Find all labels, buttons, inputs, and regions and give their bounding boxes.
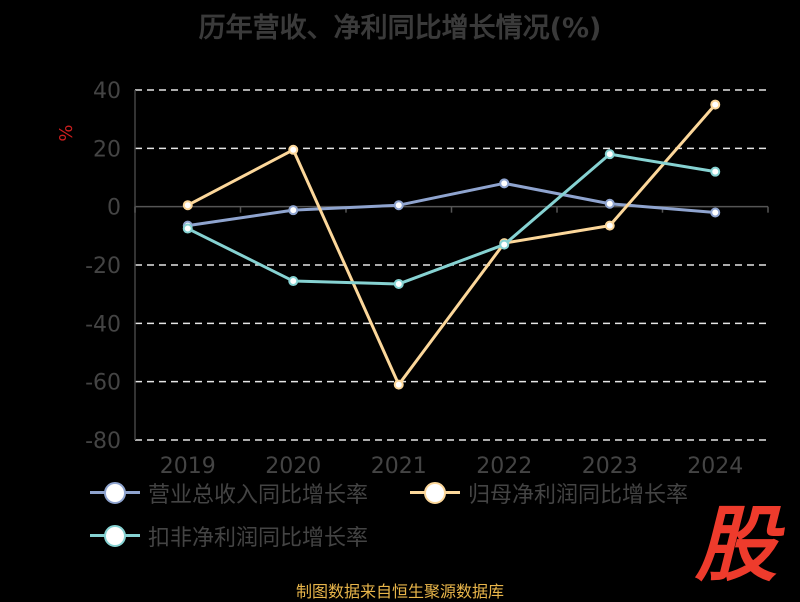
legend-item-revenue[interactable]: 营业总收入同比增长率 bbox=[90, 478, 368, 508]
x-tick-label: 2021 bbox=[371, 454, 427, 479]
series-line bbox=[187, 152, 716, 286]
y-tick-label: -20 bbox=[85, 254, 121, 279]
legend-label: 营业总收入同比增长率 bbox=[148, 483, 369, 508]
legend-swatch bbox=[410, 478, 460, 508]
series-lines bbox=[182, 99, 721, 390]
legend-swatch bbox=[90, 521, 140, 551]
x-tick-label: 2019 bbox=[160, 454, 216, 479]
data-point bbox=[393, 278, 404, 289]
data-point bbox=[499, 239, 510, 250]
series-line bbox=[187, 103, 717, 387]
data-point bbox=[604, 220, 615, 231]
data-source-note: 制图数据来自恒生聚源数据库 bbox=[295, 582, 504, 601]
data-point bbox=[393, 200, 404, 211]
legend-label: 扣非净利润同比增长率 bbox=[148, 526, 369, 551]
chart-title: 历年营收、净利同比增长情况(%) bbox=[198, 13, 602, 44]
data-point bbox=[288, 144, 299, 155]
y-tick-label: 40 bbox=[93, 79, 121, 104]
data-point bbox=[710, 166, 721, 177]
data-point bbox=[499, 178, 510, 189]
x-tick-label: 2020 bbox=[265, 454, 321, 479]
watermark-logo: 股 bbox=[695, 498, 777, 593]
data-point bbox=[288, 205, 299, 216]
y-tick-label: -40 bbox=[85, 312, 121, 337]
legend-marker bbox=[104, 482, 126, 504]
y-tick-label: 20 bbox=[93, 137, 121, 162]
data-point bbox=[710, 207, 721, 218]
legend-label: 归母净利润同比增长率 bbox=[468, 483, 689, 508]
y-axis-label: % bbox=[56, 124, 77, 141]
data-point bbox=[393, 379, 404, 390]
data-point bbox=[182, 223, 193, 234]
y-tick-label: 0 bbox=[107, 196, 121, 221]
x-tick-label: 2024 bbox=[687, 454, 743, 479]
y-tick-label: -60 bbox=[85, 371, 121, 396]
y-tick-label: -80 bbox=[85, 429, 121, 454]
legend-marker bbox=[104, 525, 126, 547]
data-point bbox=[182, 200, 193, 211]
legend-swatch bbox=[90, 478, 140, 508]
series-line bbox=[187, 181, 716, 228]
axes: 40 20 0 -20 -40 -60 -80 2019 2020 2021 2022 2023 202… bbox=[85, 79, 769, 479]
data-point bbox=[288, 276, 299, 287]
legend-item-net-profit[interactable]: 归母净利润同比增长率 bbox=[410, 478, 688, 508]
legend-item-deducted-net-profit[interactable]: 扣非净利润同比增长率 bbox=[90, 521, 368, 551]
x-tick-label: 2023 bbox=[582, 454, 638, 479]
legend-marker bbox=[424, 482, 446, 504]
x-tick-label: 2022 bbox=[476, 454, 532, 479]
data-point bbox=[604, 198, 615, 209]
data-point bbox=[710, 99, 721, 110]
data-point bbox=[604, 149, 615, 160]
